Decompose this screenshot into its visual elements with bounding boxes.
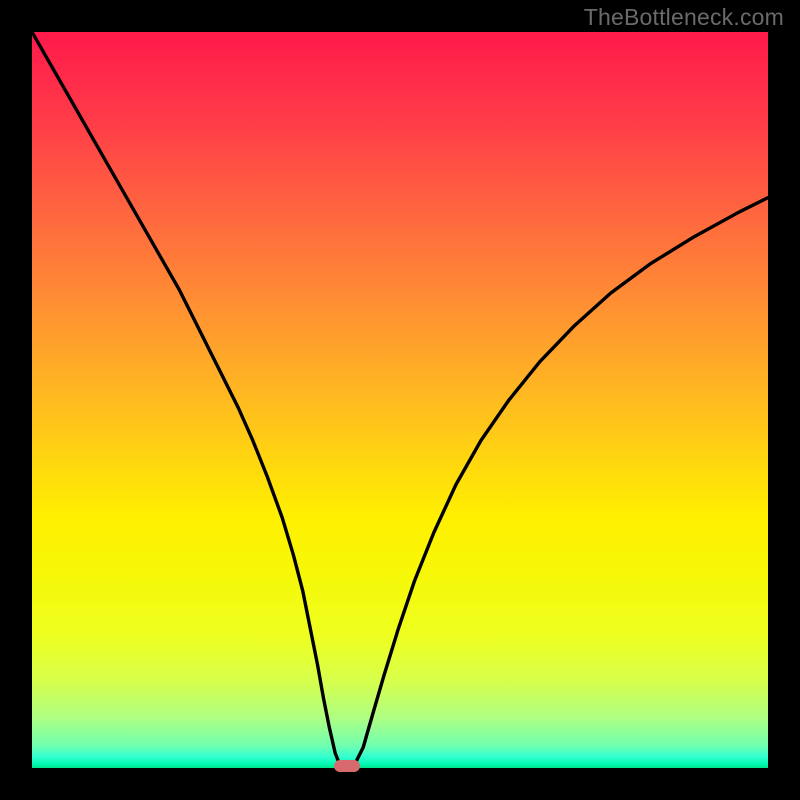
plot-background [32, 32, 768, 768]
chart-svg [32, 32, 768, 768]
plot-area [32, 32, 768, 768]
optimum-marker [334, 760, 359, 772]
watermark-text: TheBottleneck.com [584, 4, 784, 31]
chart-frame: TheBottleneck.com [0, 0, 800, 800]
